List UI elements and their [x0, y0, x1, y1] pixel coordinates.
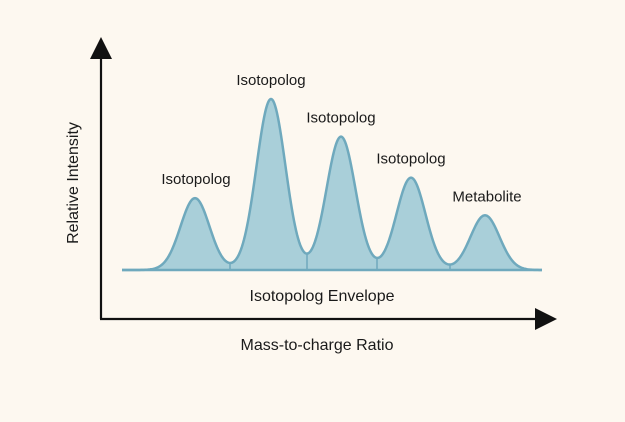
envelope-area [122, 99, 542, 270]
peak-label: Isotopolog [161, 171, 230, 188]
x-axis-label: Mass-to-charge Ratio [241, 337, 394, 354]
peak-label: Metabolite [452, 188, 521, 205]
peak-label: Isotopolog [236, 72, 305, 89]
envelope-curve [122, 97, 543, 272]
envelope-label: Isotopolog Envelope [250, 288, 395, 305]
peak-label: Isotopolog [306, 110, 375, 127]
y-axis-label: Relative Intensity [65, 122, 82, 244]
spectrum-peaks [122, 97, 543, 272]
peak-label: Isotopolog [376, 151, 445, 168]
